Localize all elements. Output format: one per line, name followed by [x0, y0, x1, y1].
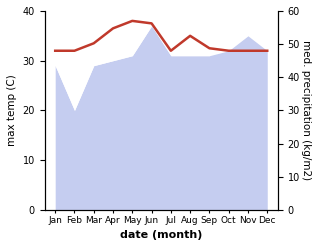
X-axis label: date (month): date (month) [120, 230, 203, 240]
Y-axis label: max temp (C): max temp (C) [7, 75, 17, 146]
Y-axis label: med. precipitation (kg/m2): med. precipitation (kg/m2) [301, 40, 311, 181]
